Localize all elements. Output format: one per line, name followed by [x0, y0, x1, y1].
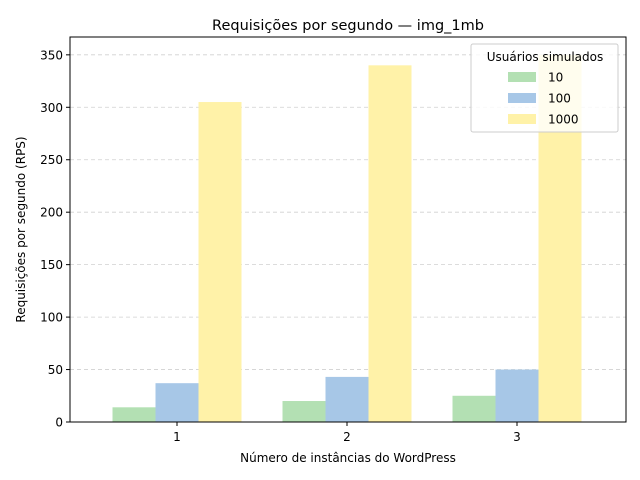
bar-100-3	[495, 369, 539, 422]
y-axis-ticks: 0 50 100 150 200 250 300 350	[40, 48, 70, 430]
legend-items: 10 100 1000	[508, 71, 579, 127]
y-tick-label: 300	[40, 101, 63, 115]
chart-title: Requisições por segundo — img_1mb	[212, 18, 484, 34]
bar-1000-1	[198, 102, 242, 423]
x-tick-label: 3	[513, 430, 521, 444]
legend: Usuários simulados 10 100 1000	[470, 43, 619, 133]
plot-frame	[69, 36, 627, 423]
legend-label-10: 10	[548, 71, 563, 85]
x-axis-label: Número de instâncias do WordPress	[240, 451, 456, 465]
legend-label-100: 100	[548, 92, 571, 106]
y-tick-label: 50	[48, 363, 63, 377]
legend-swatch-10	[508, 72, 536, 82]
bar-10-2	[282, 401, 326, 422]
y-tick-label: 0	[55, 416, 63, 430]
y-tick-label: 250	[40, 153, 63, 167]
bar-100-1	[155, 383, 199, 422]
y-axis-label: Requisições por segundo (RPS)	[14, 136, 28, 322]
legend-label-1000: 1000	[548, 113, 579, 127]
legend-swatch-100	[508, 93, 536, 103]
bar-100-2	[325, 376, 369, 422]
y-tick-label: 100	[40, 311, 63, 325]
bar-10-1	[112, 407, 156, 422]
x-tick-label: 1	[173, 430, 181, 444]
legend-title: Usuários simulados	[487, 50, 603, 64]
x-tick-label: 2	[343, 430, 351, 444]
bar-1000-2	[368, 65, 412, 422]
bar-10-3	[452, 395, 496, 422]
legend-box	[470, 43, 619, 133]
y-tick-label: 200	[40, 206, 63, 220]
y-tick-label: 150	[40, 258, 63, 272]
x-axis-ticks: 1 2 3	[173, 422, 521, 444]
y-tick-label: 350	[40, 48, 63, 62]
legend-swatch-1000	[508, 114, 536, 124]
